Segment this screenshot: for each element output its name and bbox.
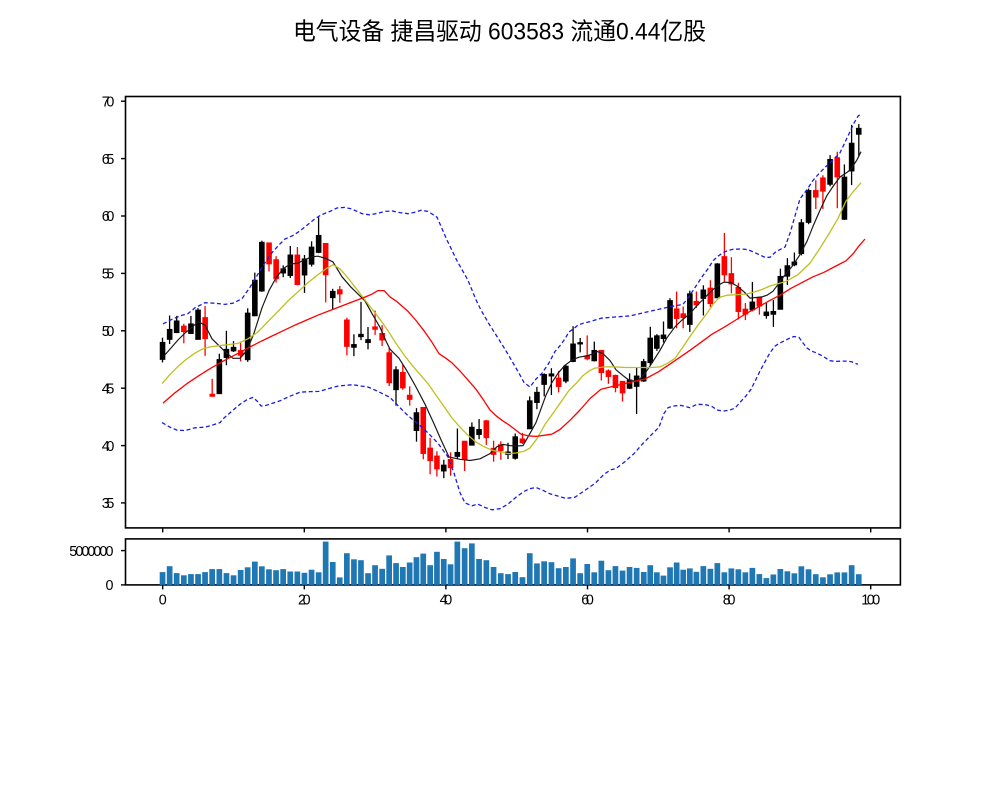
svg-text:60: 60 (581, 592, 594, 608)
svg-text:0: 0 (105, 578, 113, 594)
svg-text:80: 80 (723, 592, 736, 608)
svg-text:60: 60 (102, 209, 115, 225)
svg-text:20: 20 (298, 592, 311, 608)
svg-text:40: 40 (440, 592, 453, 608)
svg-text:100: 100 (861, 592, 880, 608)
svg-text:0: 0 (159, 592, 167, 608)
svg-text:40: 40 (102, 439, 115, 455)
svg-text:50: 50 (102, 324, 115, 340)
svg-text:45: 45 (102, 381, 115, 397)
svg-text:70: 70 (102, 95, 115, 111)
svg-text:65: 65 (102, 152, 115, 168)
svg-text:电气设备 捷昌驱动 603583 流通0.44亿股: 电气设备 捷昌驱动 603583 流通0.44亿股 (293, 19, 706, 46)
svg-text:35: 35 (102, 496, 115, 512)
svg-text:55: 55 (102, 267, 115, 283)
svg-text:5000000: 5000000 (69, 544, 113, 560)
